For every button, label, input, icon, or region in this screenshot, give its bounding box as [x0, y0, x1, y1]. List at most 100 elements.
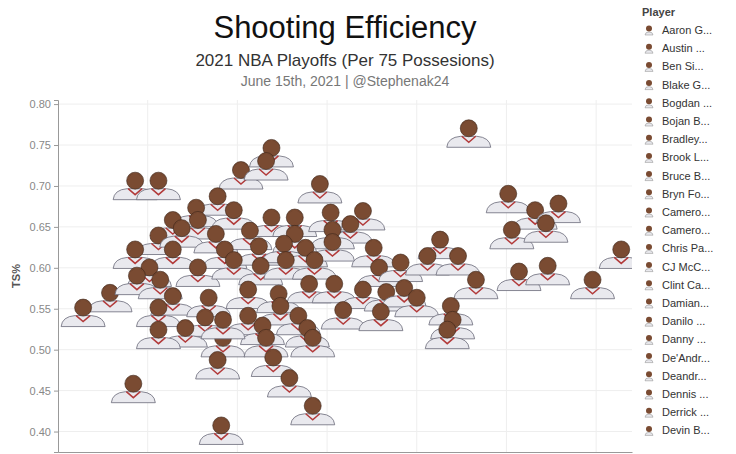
- head: [127, 241, 144, 258]
- grid: [58, 100, 632, 452]
- head: [150, 321, 167, 338]
- hair: [378, 285, 395, 290]
- legend-item: Ben Si...: [645, 60, 704, 72]
- point: [285, 320, 329, 348]
- hair: [335, 303, 352, 308]
- legend-label: Bradley...: [662, 133, 708, 145]
- collar: [614, 257, 628, 263]
- point: [136, 172, 180, 200]
- tick-label: 0.80: [30, 98, 51, 110]
- head: [342, 216, 359, 233]
- x-axis: [59, 452, 633, 454]
- hair: [75, 301, 92, 306]
- head: [125, 375, 142, 392]
- head: [152, 271, 169, 288]
- head: [225, 252, 242, 269]
- hair: [164, 242, 181, 247]
- legend-icon: [645, 214, 653, 217]
- legend-icon: [645, 232, 653, 235]
- jersey: [136, 338, 180, 349]
- legend-item: Danny ...: [645, 333, 706, 345]
- legend-label: Danilo ...: [662, 315, 705, 327]
- collar: [76, 316, 90, 322]
- collar: [505, 238, 519, 244]
- legend-icon: [646, 26, 652, 32]
- point: [136, 321, 180, 349]
- tick: 0.50: [30, 344, 58, 356]
- hair: [272, 299, 289, 304]
- hair: [365, 241, 382, 246]
- tick-mark: [54, 350, 58, 351]
- legend-item: De'Andr...: [645, 352, 710, 364]
- hair: [326, 277, 343, 282]
- head: [365, 239, 382, 256]
- collar: [279, 268, 293, 274]
- legend-label: Deandr...: [662, 370, 707, 382]
- grid-line: [58, 349, 632, 350]
- legend-item: Aaron G...: [645, 24, 712, 36]
- legend-icon: [646, 280, 652, 286]
- hair: [125, 377, 142, 382]
- tick-mark: [54, 432, 58, 433]
- collar: [211, 368, 225, 374]
- hair: [322, 206, 339, 211]
- tick-mark: [54, 309, 58, 310]
- tick-label: 0.60: [30, 262, 51, 274]
- subtitle: 2021 NBA Playoffs (Per 75 Possesions): [195, 51, 494, 70]
- hair: [152, 273, 169, 278]
- head: [537, 215, 554, 232]
- grid-line: [58, 431, 632, 432]
- legend-icon: [646, 426, 652, 432]
- legend-label: Clint Ca...: [662, 279, 710, 291]
- collar: [241, 324, 255, 330]
- legend-item: Brook L...: [645, 151, 709, 163]
- point: [395, 289, 439, 317]
- legend-icon: [645, 305, 653, 308]
- hair: [232, 163, 249, 168]
- legend-icon: [646, 189, 652, 195]
- tick: 0.40: [30, 426, 58, 438]
- hair: [225, 203, 242, 208]
- hair: [177, 321, 194, 326]
- legend-icon: [646, 44, 652, 50]
- legend-label: Camero...: [662, 224, 710, 236]
- legend-icon: [645, 323, 653, 326]
- hair: [173, 221, 190, 226]
- hair: [150, 323, 167, 328]
- collar: [130, 284, 144, 290]
- head: [354, 202, 371, 219]
- legend-item: Damian...: [645, 297, 709, 309]
- jersey: [599, 257, 632, 268]
- head: [200, 289, 217, 306]
- hair: [304, 399, 321, 404]
- collar: [241, 298, 255, 304]
- hair: [306, 253, 323, 258]
- collar: [151, 316, 165, 322]
- point: [524, 215, 568, 243]
- grid-line: [58, 390, 632, 391]
- collar: [421, 264, 435, 270]
- legend-icon: [646, 208, 652, 214]
- hair: [263, 211, 280, 216]
- collar: [191, 228, 205, 234]
- legend-icon: [646, 390, 652, 396]
- hair: [127, 174, 144, 179]
- hair: [209, 353, 226, 358]
- legend-icon: [646, 226, 652, 232]
- tick: 0.70: [30, 180, 58, 192]
- head: [277, 252, 294, 269]
- point: [321, 302, 365, 330]
- legend-item: Blake G...: [645, 79, 710, 91]
- legend-icon: [645, 105, 653, 108]
- point: [291, 329, 335, 357]
- hair: [396, 281, 413, 286]
- tick-mark: [54, 145, 58, 146]
- head: [550, 195, 567, 212]
- hair: [240, 283, 257, 288]
- hair: [304, 331, 321, 336]
- head: [75, 299, 92, 316]
- tick-label: 0.70: [30, 180, 51, 192]
- hair: [215, 313, 232, 318]
- legend-icon: [645, 32, 653, 35]
- head: [306, 252, 323, 269]
